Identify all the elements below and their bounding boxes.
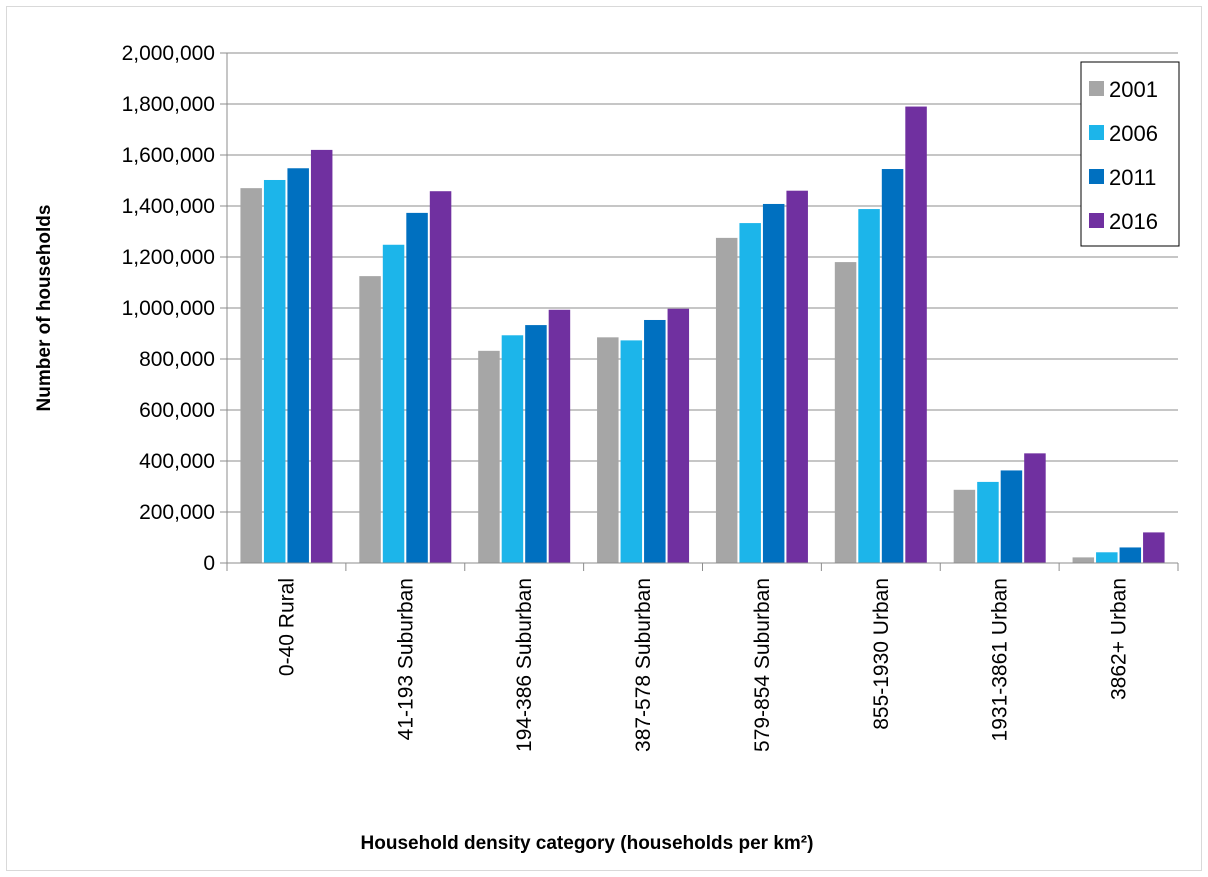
- x-tick-label: 0-40 Rural: [275, 578, 298, 676]
- y-tick-label: 600,000: [139, 399, 215, 422]
- bar-2016-7: [1024, 453, 1046, 563]
- y-tick-label: 1,800,000: [122, 93, 215, 116]
- bar-2016-8: [1143, 532, 1165, 563]
- x-tick-label: 194-386 Suburban: [513, 578, 536, 752]
- y-tick-label: 200,000: [139, 501, 215, 524]
- y-axis-title: Number of households: [34, 205, 55, 412]
- bar-2001-4: [597, 337, 619, 563]
- x-tick-label: 3862+ Urban: [1108, 578, 1131, 700]
- bar-2016-1: [310, 149, 333, 563]
- y-tick-label: 0: [203, 552, 215, 575]
- bar-2011-4: [644, 319, 666, 563]
- axes: [226, 53, 1179, 571]
- legend-swatch-2011: [1089, 169, 1104, 184]
- bar-2016-2: [429, 191, 452, 563]
- x-tick-label: 1931-3861 Urban: [989, 578, 1012, 741]
- y-tick-label: 2,000,000: [122, 42, 215, 65]
- bar-2016-3: [548, 309, 571, 563]
- x-tick-label: 855-1930 Urban: [870, 578, 893, 730]
- legend-label-2016: 2016: [1109, 209, 1158, 234]
- bar-2011-5: [762, 203, 785, 563]
- legend-swatch-2016: [1089, 213, 1104, 228]
- bar-2011-2: [406, 212, 428, 563]
- y-tick-labels: 0 200,000 400,000 600,000 800,000 1,000,000 1,…: [122, 42, 215, 575]
- bar-2006-3: [501, 335, 524, 563]
- bar-2006-5: [739, 223, 761, 563]
- bar-2006-8: [1096, 552, 1118, 563]
- bar-2016-5: [786, 190, 808, 563]
- bar-2006-4: [620, 340, 643, 563]
- x-axis-title: Household density category (households p…: [361, 833, 814, 854]
- y-tick-label: 1,600,000: [122, 144, 215, 167]
- bar-2011-3: [525, 325, 547, 563]
- bar-2006-7: [977, 481, 999, 563]
- bar-2001-2: [359, 276, 381, 563]
- bar-2001-3: [478, 350, 500, 563]
- legend-swatch-2006: [1089, 125, 1104, 140]
- legend-swatch-2001: [1089, 81, 1104, 96]
- bar-2011-8: [1119, 547, 1142, 563]
- bar-2001-5: [715, 237, 738, 563]
- legend-label-2006: 2006: [1109, 121, 1158, 146]
- bar-2011-1: [287, 168, 309, 563]
- legend-label-2001: 2001: [1109, 77, 1158, 102]
- x-tick-label: 387-578 Suburban: [632, 578, 655, 752]
- bar-2016-4: [667, 308, 690, 563]
- y-tick-label: 1,200,000: [122, 246, 215, 269]
- y-tick-label: 800,000: [139, 348, 215, 371]
- bar-2001-1: [240, 188, 262, 563]
- x-tick-labels: 0-40 Rural 41-193 Suburban 194-386 Suburba…: [275, 578, 1130, 752]
- x-tick-label: 579-854 Suburban: [751, 578, 774, 752]
- y-tick-label: 1,000,000: [122, 297, 215, 320]
- legend-label-2011: 2011: [1109, 165, 1156, 190]
- y-tick-label: 400,000: [139, 450, 215, 473]
- bar-2006-2: [382, 244, 405, 563]
- legend: 2001 2006 2011 2016: [1080, 61, 1180, 247]
- bar-2011-7: [1000, 470, 1023, 563]
- bar-2016-6: [905, 106, 927, 564]
- bar-2001-7: [953, 489, 976, 563]
- bar-2006-1: [263, 179, 286, 564]
- bar-2001-6: [834, 262, 857, 563]
- bar-2001-8: [1072, 557, 1095, 563]
- bar-2006-6: [858, 209, 880, 563]
- x-tick-label: 41-193 Suburban: [394, 578, 417, 740]
- y-tick-label: 1,400,000: [122, 195, 215, 218]
- bars: [240, 106, 1165, 564]
- bar-2011-6: [881, 169, 904, 563]
